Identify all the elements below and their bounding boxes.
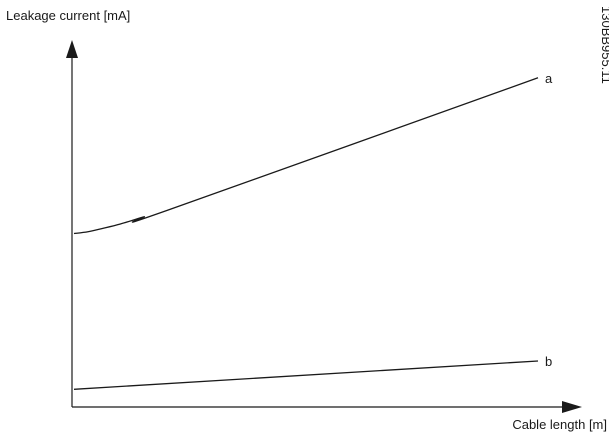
x-axis-arrow-icon — [562, 401, 582, 413]
series-line-a — [73, 77, 539, 235]
series-label-a: a — [545, 71, 553, 86]
figure-id-label: 130BB955.11 — [599, 6, 609, 84]
y-axis-arrow-icon — [66, 40, 78, 58]
y-axis-label: Leakage current [mA] — [6, 8, 130, 23]
x-axis-label: Cable length [m] — [512, 417, 607, 432]
series-label-b: b — [545, 354, 552, 369]
series-layer: ab — [73, 71, 553, 390]
series-line-b — [73, 360, 539, 390]
